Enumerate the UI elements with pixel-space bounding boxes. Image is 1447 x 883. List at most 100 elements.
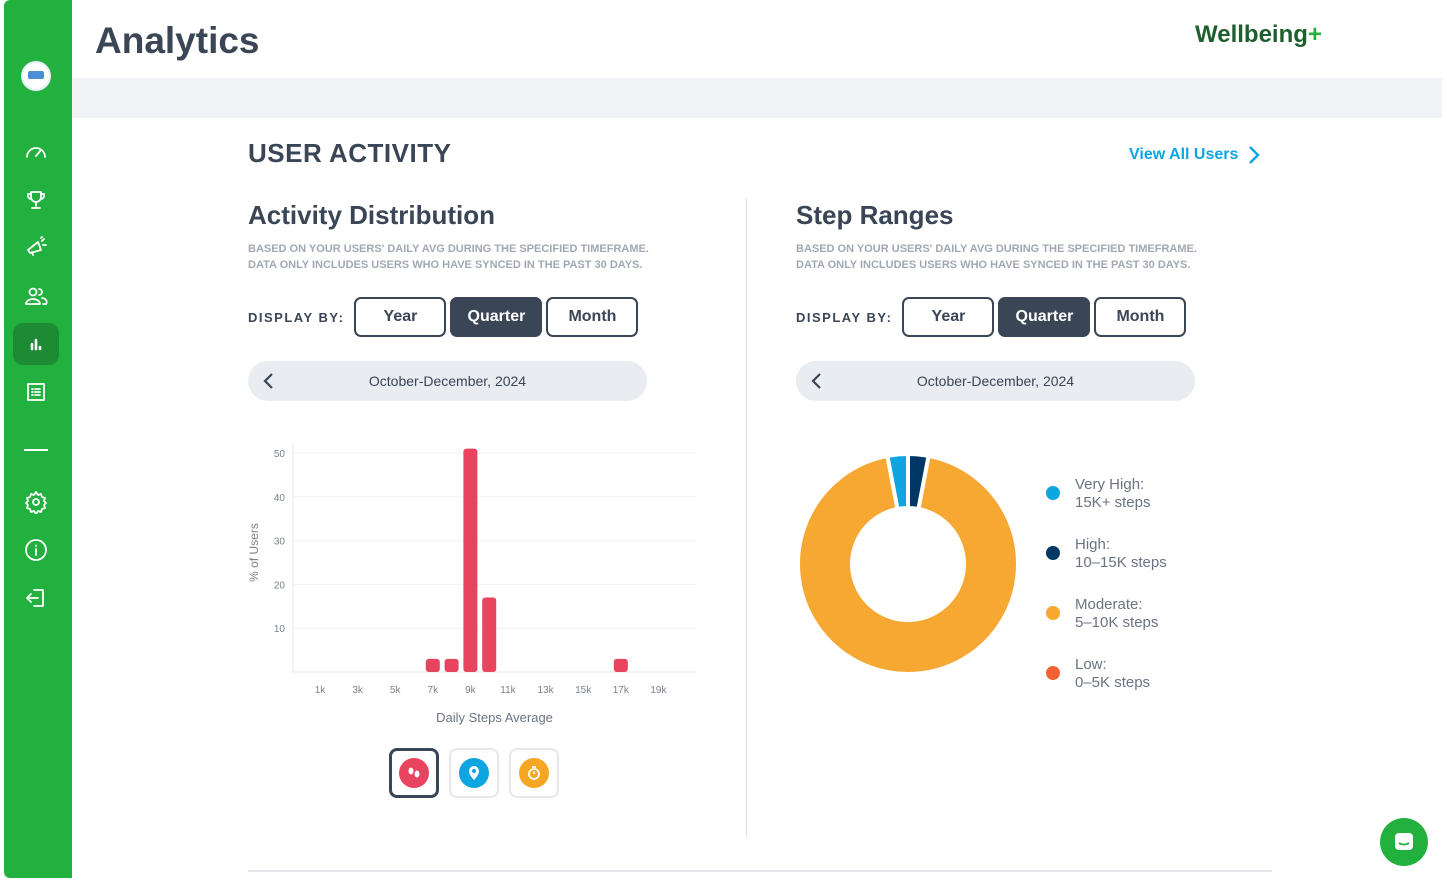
- panel-title: Step Ranges: [796, 200, 954, 230]
- bar: [482, 597, 497, 672]
- period-label: October-December, 2024: [368, 373, 527, 389]
- x-tick-label: 5k: [390, 685, 402, 696]
- settings-nav[interactable]: [13, 481, 59, 523]
- y-tick-label: 40: [274, 493, 286, 504]
- sidebar: [4, 0, 72, 878]
- legend-item: Very High: 15K+ steps: [1046, 476, 1167, 536]
- header-band: [72, 78, 1442, 118]
- y-tick-label: 20: [274, 580, 286, 591]
- month-button[interactable]: Month: [546, 297, 639, 337]
- legend-dot: [1046, 546, 1060, 560]
- y-tick-label: 30: [274, 537, 286, 548]
- x-axis-label: Daily Steps Average: [436, 710, 553, 725]
- users-nav[interactable]: [13, 275, 59, 317]
- quarter-button[interactable]: Quarter: [998, 297, 1091, 337]
- y-tick-label: 50: [274, 449, 286, 460]
- chevron-left-icon[interactable]: [262, 371, 276, 391]
- month-button[interactable]: Month: [1094, 297, 1187, 337]
- donut-slice-moderate: [796, 453, 1020, 676]
- activity-bar-chart: 10 20 30 40 50 1k 3k 5k 7k 9k 11k 13k 15k 17k 19k Daily…: [247, 443, 696, 725]
- panel-subtitle: BASED ON YOUR USERS' DAILY AVG DURING TH…: [796, 243, 1197, 271]
- footsteps-icon: [408, 767, 420, 778]
- legend-item: High: 10–15K steps: [1046, 536, 1167, 596]
- logout-icon: [26, 589, 44, 607]
- legend-dot: [1046, 666, 1060, 680]
- legend-dot: [1046, 606, 1060, 620]
- x-tick-label: 9k: [465, 685, 477, 696]
- period-selector: October-December, 2024: [796, 361, 1195, 401]
- year-button[interactable]: Year: [902, 297, 995, 337]
- active-minutes-metric-button[interactable]: [509, 748, 559, 798]
- legend-label: Low:: [1075, 656, 1107, 673]
- legend-label: High:: [1075, 536, 1111, 553]
- legend-label: Moderate:: [1075, 596, 1143, 613]
- x-tick-label: 17k: [613, 685, 630, 696]
- legend-item: Low: 0–5K steps: [1046, 656, 1167, 716]
- bar: [463, 448, 478, 672]
- period-selector: October-December, 2024: [248, 361, 647, 401]
- step-ranges-panel: Step Ranges BASED ON YOUR USERS' DAILY A…: [796, 200, 1256, 401]
- logout-nav[interactable]: [13, 577, 59, 619]
- legend-range: 0–5K steps: [1075, 674, 1151, 691]
- section-bottom-divider: [248, 870, 1272, 872]
- location-icon: [469, 766, 479, 780]
- list-icon: [27, 383, 45, 401]
- activity-distribution-panel: Activity Distribution BASED ON YOUR USER…: [248, 200, 708, 401]
- x-tick-label: 15k: [575, 685, 592, 696]
- reports-nav[interactable]: [13, 371, 59, 413]
- bar: [613, 658, 628, 672]
- x-tick-label: 11k: [500, 685, 516, 696]
- megaphone-icon: [27, 236, 47, 256]
- challenges-nav[interactable]: [13, 179, 59, 221]
- display-by-label: DISPLAY BY:: [248, 309, 345, 325]
- legend-item: Moderate: 5–10K steps: [1046, 596, 1167, 656]
- legend-dot: [1046, 486, 1060, 500]
- chat-button[interactable]: [1380, 818, 1428, 866]
- chevron-right-icon: [1249, 146, 1261, 164]
- users-icon: [25, 287, 48, 305]
- y-axis-label: % of Users: [247, 523, 261, 582]
- legend-range: 15K+ steps: [1075, 494, 1151, 511]
- x-tick-label: 1k: [315, 685, 327, 696]
- page-title: Analytics: [95, 20, 260, 61]
- announcements-nav[interactable]: [13, 227, 59, 269]
- timer-icon: [528, 766, 540, 780]
- x-tick-label: 19k: [650, 685, 667, 696]
- x-tick-label: 13k: [538, 685, 555, 696]
- chat-icon: [1395, 833, 1413, 850]
- bar: [425, 658, 440, 672]
- steps-metric-button[interactable]: [389, 748, 439, 798]
- view-all-users-link[interactable]: View All Users: [1129, 145, 1261, 165]
- legend-range: 5–10K steps: [1075, 614, 1159, 631]
- legend-range: 10–15K steps: [1075, 554, 1167, 571]
- quarter-button[interactable]: Quarter: [450, 297, 543, 337]
- sidebar-divider: [24, 449, 48, 451]
- org-avatar[interactable]: [21, 61, 51, 91]
- brand-logo: Wellbeing+: [1195, 21, 1322, 48]
- display-by-label: DISPLAY BY:: [796, 309, 893, 325]
- speedometer-icon: [26, 147, 46, 158]
- distance-metric-button[interactable]: [449, 748, 499, 798]
- bar-chart-icon: [30, 338, 42, 351]
- x-tick-label: 3k: [352, 685, 364, 696]
- legend-label: Very High:: [1075, 476, 1145, 493]
- panel-title: Activity Distribution: [248, 200, 496, 230]
- y-tick-label: 10: [274, 624, 286, 635]
- panel-divider: [746, 198, 747, 838]
- year-button[interactable]: Year: [354, 297, 447, 337]
- dashboard-nav[interactable]: [13, 131, 59, 173]
- bar: [444, 658, 459, 672]
- info-nav[interactable]: [13, 529, 59, 571]
- trophy-icon: [27, 191, 45, 209]
- info-icon: [25, 539, 47, 561]
- panel-subtitle: BASED ON YOUR USERS' DAILY AVG DURING TH…: [248, 243, 649, 271]
- donut-legend: Very High: 15K+ steps High: 10–15K steps Mod…: [1046, 476, 1167, 716]
- section-title: USER ACTIVITY: [248, 138, 452, 168]
- donut-slice-very-high: [885, 451, 910, 512]
- period-label: October-December, 2024: [916, 373, 1075, 389]
- chevron-left-icon[interactable]: [810, 371, 824, 391]
- analytics-nav[interactable]: [13, 323, 59, 365]
- settings-icon: [25, 491, 47, 514]
- x-tick-label: 7k: [428, 685, 440, 696]
- step-ranges-donut: [796, 451, 1020, 676]
